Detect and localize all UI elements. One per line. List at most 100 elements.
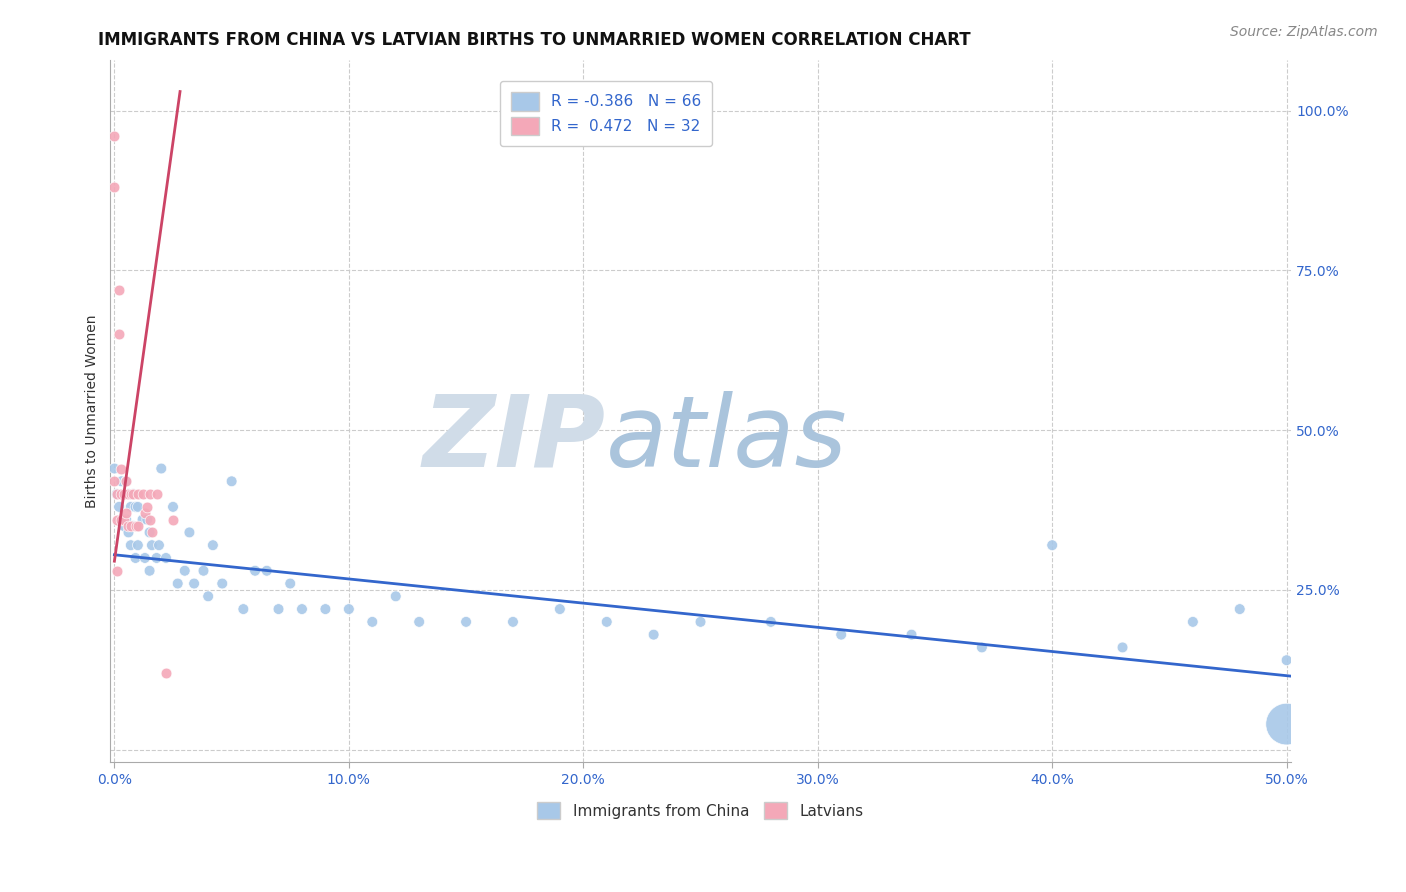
Point bbox=[1275, 717, 1298, 731]
Point bbox=[136, 513, 159, 527]
Point bbox=[117, 487, 139, 501]
Point bbox=[122, 519, 145, 533]
Point bbox=[1229, 602, 1251, 616]
Point bbox=[141, 525, 163, 540]
Point bbox=[134, 551, 156, 566]
Point bbox=[124, 500, 146, 514]
Point bbox=[314, 602, 336, 616]
Point bbox=[408, 615, 430, 629]
Point bbox=[384, 590, 406, 604]
Point bbox=[108, 327, 131, 342]
Text: IMMIGRANTS FROM CHINA VS LATVIAN BIRTHS TO UNMARRIED WOMEN CORRELATION CHART: IMMIGRANTS FROM CHINA VS LATVIAN BIRTHS … bbox=[98, 31, 972, 49]
Point bbox=[970, 640, 993, 655]
Point bbox=[122, 487, 145, 501]
Point bbox=[131, 513, 153, 527]
Point bbox=[117, 519, 139, 533]
Point bbox=[166, 576, 188, 591]
Point bbox=[120, 538, 142, 552]
Point bbox=[1275, 653, 1298, 667]
Point bbox=[243, 564, 266, 578]
Point bbox=[115, 513, 138, 527]
Point bbox=[108, 500, 131, 514]
Point bbox=[110, 513, 132, 527]
Point bbox=[110, 461, 132, 475]
Point bbox=[1111, 640, 1133, 655]
Point bbox=[105, 487, 128, 501]
Point bbox=[117, 525, 139, 540]
Point bbox=[689, 615, 711, 629]
Point bbox=[193, 564, 215, 578]
Point bbox=[759, 615, 782, 629]
Point bbox=[141, 538, 163, 552]
Point bbox=[105, 564, 128, 578]
Point bbox=[138, 513, 160, 527]
Point bbox=[110, 513, 132, 527]
Point bbox=[120, 487, 142, 501]
Point bbox=[162, 500, 184, 514]
Point bbox=[221, 475, 243, 489]
Point bbox=[201, 538, 224, 552]
Point bbox=[361, 615, 384, 629]
Point bbox=[232, 602, 254, 616]
Point bbox=[103, 129, 125, 144]
Point bbox=[103, 475, 125, 489]
Point bbox=[124, 551, 146, 566]
Point bbox=[105, 487, 128, 501]
Point bbox=[179, 525, 201, 540]
Text: Source: ZipAtlas.com: Source: ZipAtlas.com bbox=[1230, 25, 1378, 39]
Point bbox=[596, 615, 619, 629]
Point bbox=[127, 500, 149, 514]
Point bbox=[148, 538, 170, 552]
Point bbox=[112, 487, 135, 501]
Point bbox=[115, 506, 138, 520]
Point bbox=[183, 576, 205, 591]
Point bbox=[548, 602, 571, 616]
Point bbox=[112, 487, 135, 501]
Point bbox=[291, 602, 314, 616]
Point bbox=[110, 475, 132, 489]
Point bbox=[454, 615, 477, 629]
Point bbox=[197, 590, 219, 604]
Point bbox=[162, 513, 184, 527]
Point bbox=[830, 627, 852, 641]
Point bbox=[112, 513, 135, 527]
Point bbox=[267, 602, 290, 616]
Point bbox=[145, 551, 167, 566]
Point bbox=[502, 615, 524, 629]
Point bbox=[643, 627, 665, 641]
Text: ZIP: ZIP bbox=[423, 391, 606, 488]
Point bbox=[127, 487, 149, 501]
Point bbox=[131, 487, 153, 501]
Legend: Immigrants from China, Latvians: Immigrants from China, Latvians bbox=[531, 797, 870, 825]
Point bbox=[127, 538, 149, 552]
Point bbox=[105, 513, 128, 527]
Point bbox=[155, 551, 177, 566]
Point bbox=[1040, 538, 1063, 552]
Point bbox=[256, 564, 278, 578]
Point bbox=[145, 487, 167, 501]
Point bbox=[124, 519, 146, 533]
Point bbox=[120, 519, 142, 533]
Point bbox=[337, 602, 360, 616]
Point bbox=[117, 487, 139, 501]
Point bbox=[110, 487, 132, 501]
Point bbox=[138, 564, 160, 578]
Point bbox=[278, 576, 301, 591]
Point bbox=[138, 525, 160, 540]
Point bbox=[122, 487, 145, 501]
Point bbox=[103, 461, 125, 475]
Point bbox=[138, 487, 160, 501]
Point bbox=[127, 519, 149, 533]
Point bbox=[108, 283, 131, 297]
Point bbox=[173, 564, 195, 578]
Point bbox=[120, 500, 142, 514]
Point bbox=[900, 627, 922, 641]
Point bbox=[115, 475, 138, 489]
Point bbox=[211, 576, 233, 591]
Point bbox=[155, 665, 177, 680]
Point bbox=[103, 180, 125, 194]
Y-axis label: Births to Unmarried Women: Births to Unmarried Women bbox=[86, 314, 100, 508]
Point bbox=[115, 475, 138, 489]
Text: atlas: atlas bbox=[606, 391, 848, 488]
Point bbox=[150, 461, 173, 475]
